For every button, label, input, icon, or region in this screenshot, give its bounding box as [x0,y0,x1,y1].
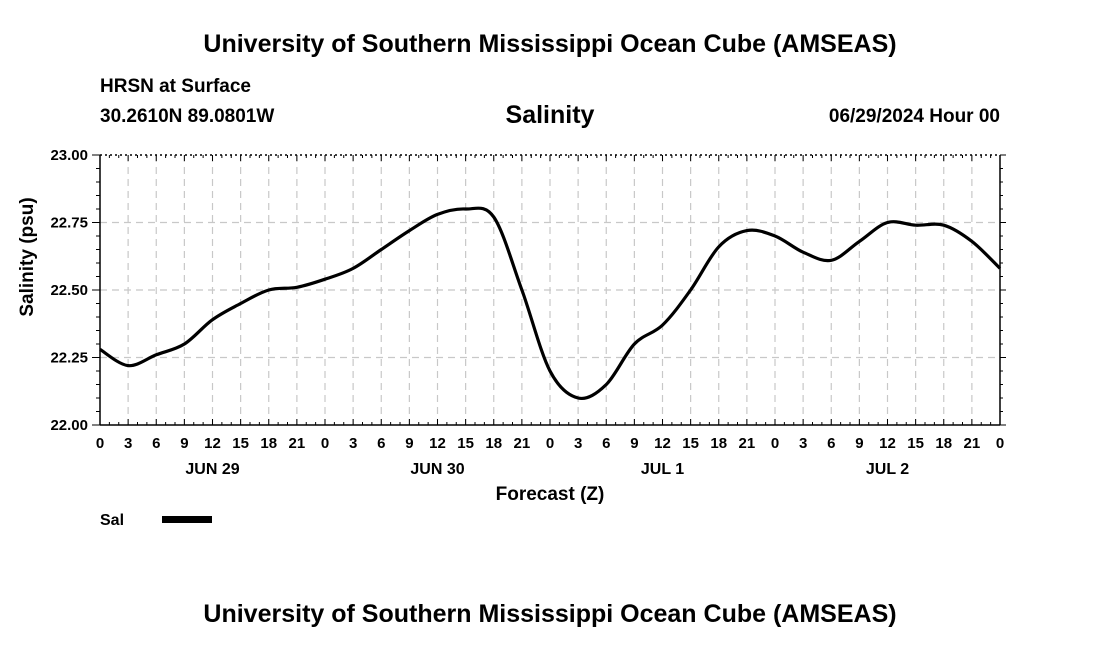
x-tick-label: 3 [574,435,582,452]
x-tick-label: 21 [514,435,531,452]
x-tick-label: 0 [546,435,554,452]
series-layer [99,206,1002,401]
page-title: University of Southern Mississippi Ocean… [203,30,897,58]
x-tick-label: 12 [204,435,221,452]
legend-swatch [162,516,212,523]
x-tick-label: 15 [682,435,699,452]
footer-title: University of Southern Mississippi Ocean… [203,600,897,628]
x-tick-label: 0 [771,435,779,452]
x-tick-label: 18 [485,435,502,452]
x-tick-label: 9 [180,435,188,452]
tick-labels: 0 3 6 9 12 15 18 21 0 3 6 9 12 15 18 21 0 3 6 9 12 15 18 21 0 3 6 9… [50,147,1004,478]
y-axis-label: Salinity (psu) [17,197,38,316]
y-tick-label: 23.00 [50,147,88,164]
station-label: HRSN at Surface [100,76,251,97]
x-tick-label: 6 [827,435,835,452]
y-tick-label: 22.00 [50,417,88,434]
x-tick-label: 3 [349,435,357,452]
series-line-sal [99,206,1002,401]
x-tick-label: 15 [457,435,474,452]
grid [100,155,1000,425]
x-tick-label: 6 [602,435,610,452]
x-tick-label: 12 [429,435,446,452]
day-label: JUN 30 [410,461,464,478]
x-tick-label: 6 [377,435,385,452]
x-tick-label: 21 [289,435,306,452]
x-tick-label: 3 [799,435,807,452]
x-tick-label: 9 [630,435,638,452]
axes [92,154,1006,426]
x-tick-label: 0 [96,435,104,452]
y-tick-label: 22.25 [50,350,88,367]
x-tick-label: 0 [321,435,329,452]
x-tick-label: 18 [710,435,727,452]
y-tick-label: 22.75 [50,215,88,232]
forecast-run-time: 06/29/2024 Hour 00 [828,106,1000,127]
x-tick-label: 18 [260,435,277,452]
x-tick-label: 18 [935,435,952,452]
legend-label: Sal [100,512,124,529]
x-tick-label: 21 [739,435,756,452]
chart-title: Salinity [505,101,595,129]
x-tick-label: 12 [879,435,896,452]
x-tick-label: 9 [405,435,413,452]
day-label: JUL 1 [641,461,684,478]
x-tick-label: 21 [964,435,981,452]
x-tick-label: 0 [996,435,1004,452]
y-tick-label: 22.50 [50,282,88,299]
x-tick-label: 9 [855,435,863,452]
x-tick-label: 15 [907,435,924,452]
x-tick-label: 6 [152,435,160,452]
x-axis-label: Forecast (Z) [496,484,605,505]
x-tick-label: 12 [654,435,671,452]
station-coordinates: 30.2610N 89.0801W [100,106,275,127]
legend: Sal [100,512,212,529]
x-tick-label: 15 [232,435,249,452]
x-tick-label: 3 [124,435,132,452]
day-label: JUL 2 [866,461,909,478]
day-label: JUN 29 [185,461,239,478]
